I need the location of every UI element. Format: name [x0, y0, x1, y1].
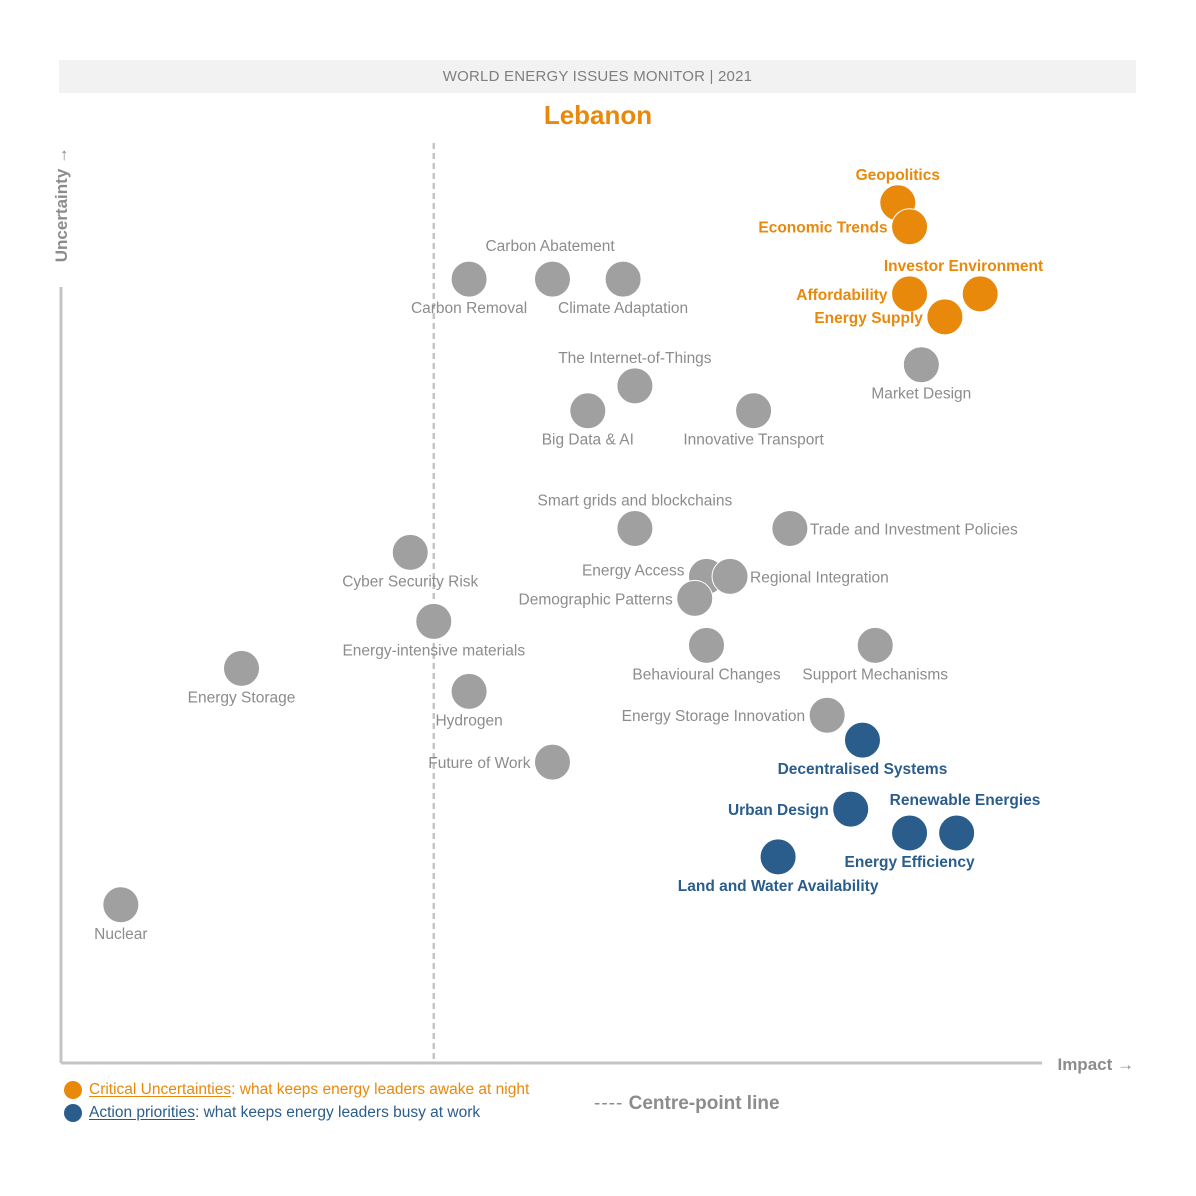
point-innovative-transport	[735, 392, 773, 430]
legend-centre-label: Centre-point line	[623, 1093, 780, 1114]
point-investor-environment	[961, 275, 999, 313]
point-energy-supply	[926, 298, 964, 336]
label-energy-efficiency: Energy Efficiency	[845, 854, 975, 871]
label-future-of-work: Future of Work	[428, 755, 530, 772]
label-economic-trends: Economic Trends	[758, 220, 887, 237]
point-decentralised-systems	[843, 721, 881, 759]
point-smart-grids-and-blockchains	[616, 509, 654, 547]
label-energy-intensive-materials: Energy-intensive materials	[342, 642, 525, 659]
legend-centre-line: ---- Centre-point line	[594, 1093, 780, 1115]
label-energy-storage-innovation: Energy Storage Innovation	[622, 708, 806, 725]
y-axis-label: Uncertainty →	[52, 147, 71, 262]
label-investor-environment: Investor Environment	[884, 258, 1043, 275]
point-affordability	[891, 275, 929, 313]
point-land-and-water-availability	[759, 838, 797, 876]
label-regional-integration: Regional Integration	[750, 569, 889, 586]
point-climate-adaptation	[604, 260, 642, 298]
point-carbon-removal	[450, 260, 488, 298]
label-support-mechanisms: Support Mechanisms	[802, 666, 948, 683]
point-future-of-work	[533, 743, 571, 781]
label-demographic-patterns: Demographic Patterns	[519, 591, 673, 608]
point-energy-storage-innovation	[808, 696, 846, 734]
point-regional-integration	[711, 557, 749, 595]
label-energy-access: Energy Access	[582, 562, 685, 579]
point-urban-design	[832, 790, 870, 828]
chart-title: Lebanon	[543, 100, 653, 130]
label-market-design: Market Design	[871, 386, 971, 403]
point-energy-intensive-materials	[415, 602, 453, 640]
labels-layer: Geopolitics Economic Trends Investor Envir…	[94, 167, 1043, 943]
label-climate-adaptation: Climate Adaptation	[558, 300, 688, 317]
label-trade-and-investment-policies: Trade and Investment Policies	[810, 521, 1018, 538]
label-land-and-water-availability: Land and Water Availability	[678, 878, 879, 895]
label-the-internet-of-things: The Internet-of-Things	[558, 350, 712, 367]
point-trade-and-investment-policies	[771, 509, 809, 547]
point-behavioural-changes	[687, 626, 725, 664]
point-big-data-ai	[569, 392, 607, 430]
point-cyber-security-risk	[391, 533, 429, 571]
point-nuclear	[102, 886, 140, 924]
point-demographic-patterns	[676, 579, 714, 617]
label-carbon-removal: Carbon Removal	[411, 300, 527, 317]
legend-critical: Critical Uncertainties: what keeps energ…	[64, 1081, 529, 1099]
point-energy-efficiency	[891, 814, 929, 852]
point-renewable-energies	[938, 814, 976, 852]
legend-action: Action priorities: what keeps energy lea…	[64, 1104, 480, 1122]
point-the-internet-of-things	[616, 367, 654, 405]
legend-action-desc: : what keeps energy leaders busy at work	[194, 1104, 481, 1121]
points-layer	[102, 184, 999, 924]
label-decentralised-systems: Decentralised Systems	[778, 761, 948, 778]
label-smart-grids-and-blockchains: Smart grids and blockchains	[538, 492, 733, 509]
x-axis-label: Impact →	[1057, 1055, 1134, 1074]
label-hydrogen: Hydrogen	[435, 712, 502, 729]
label-behavioural-changes: Behavioural Changes	[632, 666, 780, 683]
label-renewable-energies: Renewable Energies	[890, 792, 1041, 809]
label-big-data-ai: Big Data & AI	[542, 432, 634, 449]
point-hydrogen	[450, 672, 488, 710]
legend-critical-term: Critical Uncertainties	[89, 1081, 232, 1098]
label-carbon-abatement: Carbon Abatement	[485, 238, 615, 255]
label-energy-storage: Energy Storage	[188, 689, 296, 706]
point-carbon-abatement	[533, 260, 571, 298]
legend-critical-desc: : what keeps energy leaders awake at nig…	[231, 1081, 530, 1098]
legend-critical-dot	[64, 1081, 82, 1099]
label-affordability: Affordability	[796, 287, 888, 304]
label-nuclear: Nuclear	[94, 926, 147, 943]
legend-centre-dash: ----	[594, 1093, 624, 1114]
point-support-mechanisms	[856, 626, 894, 664]
point-economic-trends	[891, 208, 929, 246]
banner-title: WORLD ENERGY ISSUES MONITOR | 2021	[59, 60, 1136, 93]
label-cyber-security-risk: Cyber Security Risk	[342, 573, 478, 590]
point-market-design	[902, 346, 940, 384]
label-geopolitics: Geopolitics	[856, 167, 940, 184]
point-energy-storage	[223, 649, 261, 687]
legend-action-dot	[64, 1104, 82, 1122]
label-urban-design: Urban Design	[728, 802, 829, 819]
legend-action-term: Action priorities	[89, 1104, 195, 1121]
label-innovative-transport: Innovative Transport	[683, 432, 824, 449]
label-energy-supply: Energy Supply	[814, 310, 923, 327]
